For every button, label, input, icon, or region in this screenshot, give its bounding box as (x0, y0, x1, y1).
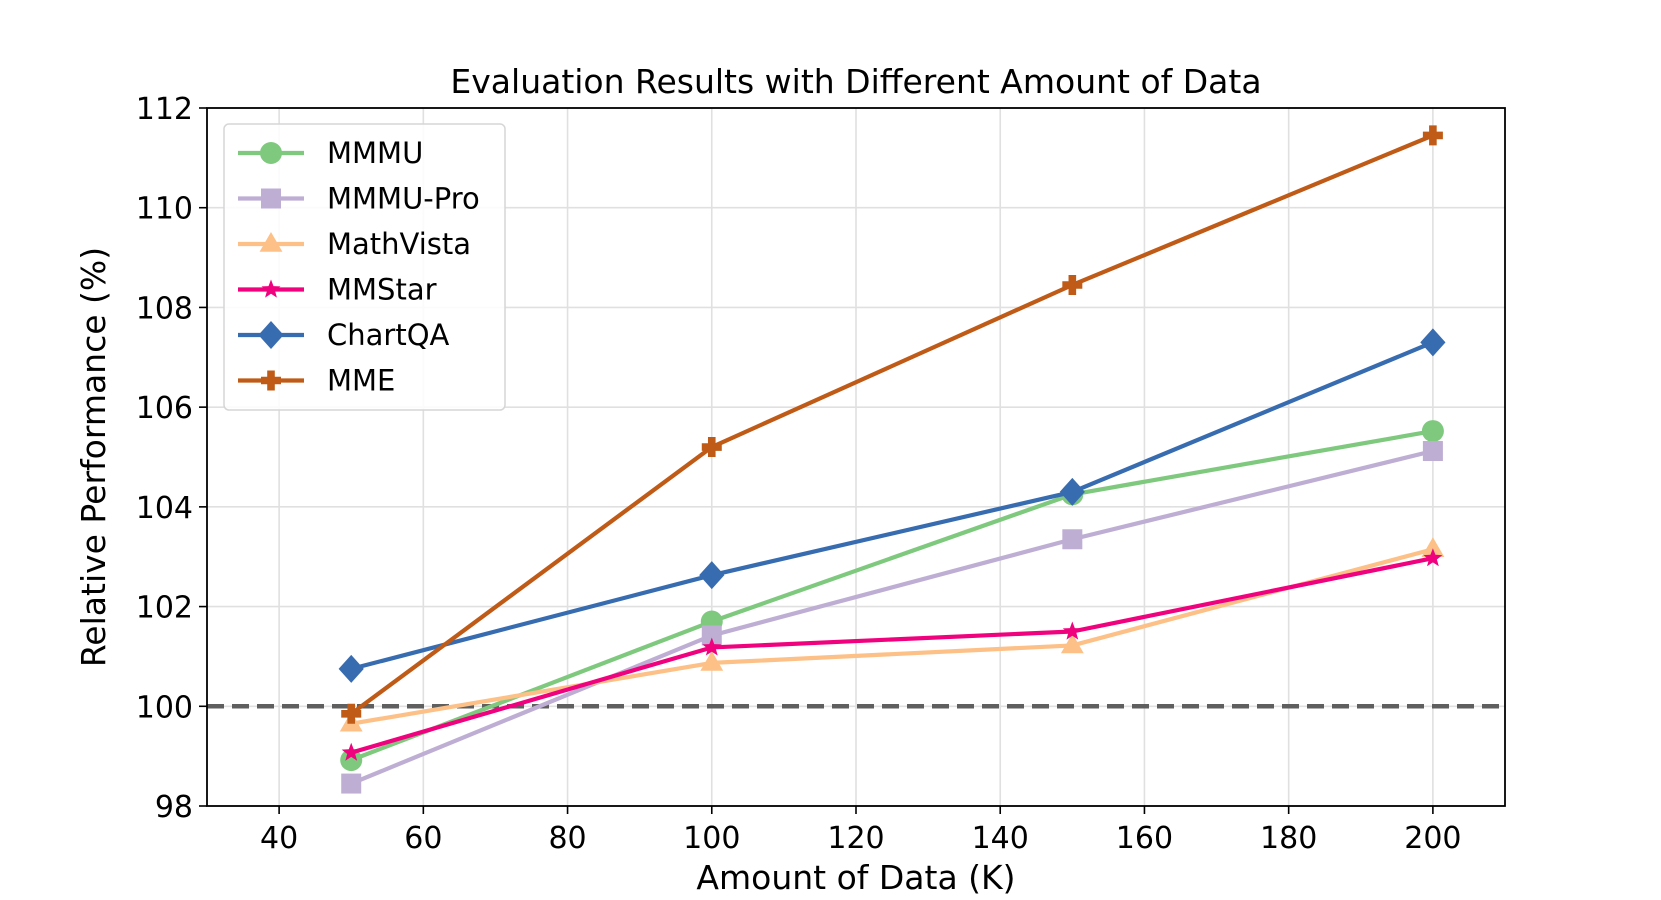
series-mmmu-pro (341, 441, 1443, 794)
legend: MMMU MMMU-Pro MathVista MMStar ChartQA MME (223, 123, 506, 411)
data-point-star (702, 637, 722, 656)
y-tick-label: 102 (136, 591, 193, 626)
legend-label: MME (327, 364, 395, 398)
data-point-triangle (259, 232, 283, 252)
series-line (350, 556, 1434, 755)
legend-item: ChartQA (238, 318, 450, 352)
series-line (349, 133, 1434, 716)
data-point-square (1062, 529, 1083, 550)
series-line (350, 340, 1434, 671)
data-point-circle (260, 142, 282, 164)
data-point-diamond (338, 654, 364, 683)
x-tick-label: 140 (972, 821, 1029, 856)
legend-box (223, 123, 506, 411)
y-axis-label: Relative Performance (%) (74, 247, 113, 667)
y-tick-label: 110 (136, 192, 193, 227)
series-chartqa (338, 328, 1446, 683)
axis-ticks: 40 60 80 100 120 140 160 180 200 98 100 102 104 106 10… (136, 92, 1462, 856)
data-point-diamond (258, 321, 284, 349)
series-mme (341, 125, 1443, 724)
data-point-star (341, 742, 361, 761)
y-tick-label: 100 (136, 690, 193, 725)
data-point-plus (1062, 274, 1083, 295)
data-point-square (341, 773, 362, 794)
x-axis-label: Amount of Data (K) (696, 858, 1015, 897)
x-tick-label: 200 (1404, 821, 1461, 856)
x-tick-label: 100 (683, 821, 740, 856)
data-point-square (1422, 441, 1443, 462)
y-tick-label: 112 (136, 92, 193, 127)
legend-item: MMMU-Pro (238, 182, 480, 216)
data-point-diamond (1059, 477, 1085, 506)
series-line (350, 448, 1434, 786)
legend-item: MMStar (238, 273, 437, 307)
series-mathvista (339, 537, 1445, 732)
data-point-square (701, 625, 722, 646)
data-point-triangle (1421, 537, 1445, 558)
legend-label: MMMU (327, 136, 423, 170)
y-tick-label: 98 (155, 790, 193, 825)
data-point-circle (340, 749, 363, 772)
data-point-plus (341, 703, 362, 724)
y-tick-label: 108 (136, 291, 193, 326)
series-mmstar (341, 548, 1443, 761)
legend-item: MME (238, 364, 395, 398)
data-point-diamond (699, 561, 725, 590)
x-tick-label: 160 (1116, 821, 1173, 856)
data-point-triangle (1060, 633, 1084, 654)
data-point-plus (701, 437, 722, 458)
legend-label: ChartQA (327, 318, 450, 352)
y-tick-label: 104 (136, 491, 193, 526)
data-point-circle (1421, 420, 1444, 443)
legend-label: MMStar (327, 273, 437, 307)
x-tick-label: 60 (404, 821, 442, 856)
data-point-plus (261, 370, 281, 391)
chart-title: Evaluation Results with Different Amount… (450, 62, 1261, 101)
legend-label: MMMU-Pro (327, 182, 480, 216)
x-tick-label: 80 (548, 821, 586, 856)
legend-item: MMMU (238, 136, 423, 170)
series-layer (338, 125, 1446, 794)
data-point-star (1062, 621, 1082, 640)
y-tick-label: 106 (136, 391, 193, 426)
data-point-triangle (700, 650, 724, 671)
x-tick-label: 120 (827, 821, 884, 856)
data-point-star (1423, 548, 1443, 567)
data-point-star (261, 279, 281, 298)
data-point-square (261, 188, 281, 209)
legend-item: MathVista (238, 227, 471, 261)
data-point-plus (1422, 125, 1443, 146)
series-line (350, 429, 1434, 763)
legend-label: MathVista (327, 227, 471, 261)
x-tick-label: 40 (260, 821, 298, 856)
data-point-diamond (1420, 328, 1446, 357)
x-tick-label: 180 (1260, 821, 1317, 856)
series-line (350, 547, 1434, 726)
